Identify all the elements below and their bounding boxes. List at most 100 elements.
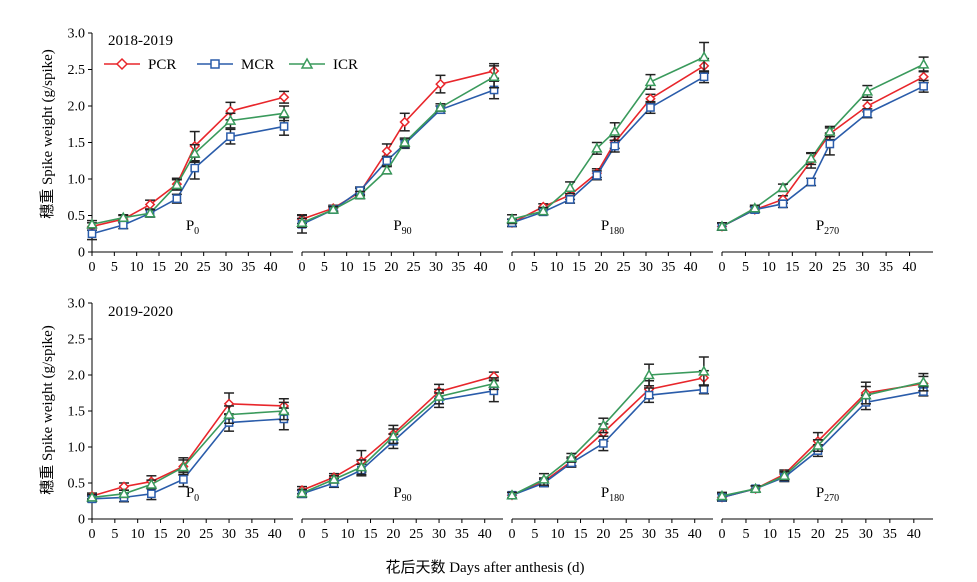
- row-label-bottom: 2019-2020: [108, 304, 173, 320]
- legend-label-pcr: PCR: [148, 57, 176, 73]
- x-tick-label: 20: [174, 260, 188, 275]
- series-pcr: [506, 369, 710, 501]
- y-tick-label: 3.0: [68, 27, 86, 42]
- x-tick-label: 15: [572, 260, 586, 275]
- x-tick-label: 20: [176, 527, 190, 542]
- x-tick-label: 30: [856, 260, 870, 275]
- legend-item-pcr: PCR: [104, 57, 176, 73]
- x-tick-label: 5: [111, 260, 118, 275]
- series-pcr: [86, 90, 290, 232]
- data-point-icr: [860, 389, 872, 400]
- x-tick-label: 5: [111, 527, 118, 542]
- data-point-pcr: [399, 116, 410, 128]
- series-line: [721, 76, 924, 228]
- series-icr: [506, 356, 710, 500]
- y-tick-label: 0: [78, 513, 85, 528]
- x-tick-label: 15: [154, 527, 168, 542]
- x-tick-label: 15: [364, 527, 378, 542]
- x-tick-label: 0: [719, 527, 726, 542]
- x-tick-label: 0: [89, 527, 96, 542]
- data-point-pcr: [278, 91, 290, 103]
- data-point-mcr: [825, 139, 835, 149]
- data-point-mcr: [565, 195, 575, 204]
- data-point-icr: [354, 189, 366, 200]
- y-tick-label: 1.5: [68, 405, 86, 420]
- data-point-mcr: [87, 229, 97, 239]
- y-tick-label: 0: [78, 246, 85, 261]
- series-line: [511, 377, 705, 496]
- data-point-pcr: [435, 78, 446, 90]
- data-point-mcr: [179, 475, 188, 484]
- x-tick-label: 40: [264, 260, 278, 275]
- y-tick-label: 1.0: [68, 173, 86, 188]
- data-point-icr: [537, 205, 550, 216]
- y-tick-label: 2.5: [68, 63, 86, 78]
- data-point-mcr: [778, 199, 788, 209]
- data-point-icr: [355, 461, 368, 472]
- series-mcr: [507, 70, 710, 228]
- y-tick-label: 1.0: [68, 441, 86, 456]
- data-point-mcr: [172, 194, 182, 204]
- series-mcr: [717, 79, 929, 231]
- x-tick-label: 35: [665, 527, 679, 542]
- panel-label: P270: [816, 218, 839, 237]
- series-icr: [716, 56, 930, 231]
- x-tick-label: 20: [384, 260, 398, 275]
- data-point-icr: [117, 211, 130, 222]
- series-line: [301, 375, 495, 491]
- y-tick-label: 2.0: [68, 100, 86, 115]
- panel-label: P180: [601, 218, 624, 237]
- x-tick-label: 0: [299, 527, 306, 542]
- data-point-icr: [812, 439, 824, 450]
- data-point-icr: [145, 478, 158, 489]
- data-point-icr: [597, 419, 610, 430]
- data-point-icr: [716, 489, 728, 501]
- data-point-icr: [643, 368, 655, 380]
- x-tick-label: 10: [550, 260, 564, 275]
- x-tick-label: 10: [763, 527, 777, 542]
- data-point-icr: [917, 58, 930, 69]
- x-tick-label: 5: [531, 260, 538, 275]
- x-tick-label: 30: [642, 527, 656, 542]
- y-tick-label: 0.5: [68, 209, 86, 224]
- series-icr: [86, 401, 290, 502]
- x-tick-label: 0: [299, 260, 306, 275]
- data-point-icr: [188, 147, 201, 158]
- x-tick-label: 40: [903, 260, 917, 275]
- panel-1-3: 0 5 10 15 20 25 30 35 40 P180: [506, 41, 713, 275]
- x-tick-label: 5: [742, 260, 749, 275]
- data-point-mcr: [610, 141, 620, 151]
- x-tick-label: 15: [574, 527, 588, 542]
- data-point-icr: [278, 404, 290, 416]
- panel-label: P180: [601, 485, 624, 504]
- series-icr: [716, 372, 930, 501]
- data-point-icr: [805, 152, 817, 163]
- panel-1-2: 0 5 10 15 20 25 30 35 40 P90: [296, 62, 503, 275]
- data-point-mcr: [592, 171, 602, 180]
- data-point-icr: [223, 408, 235, 419]
- x-tick-label: 30: [432, 527, 446, 542]
- data-point-icr: [824, 125, 836, 136]
- data-point-icr: [861, 85, 874, 96]
- series-line: [91, 402, 284, 497]
- x-tick-label: 35: [451, 260, 465, 275]
- x-tick-label: 35: [241, 260, 255, 275]
- x-tick-label: 40: [684, 260, 698, 275]
- data-point-mcr: [279, 122, 289, 131]
- data-point-icr: [488, 70, 500, 82]
- data-point-icr: [224, 114, 237, 125]
- y-tick-label: 0.5: [68, 477, 86, 492]
- data-point-icr: [698, 365, 710, 376]
- series-line: [91, 410, 284, 499]
- x-tick-label: 10: [762, 260, 776, 275]
- series-icr: [506, 41, 710, 225]
- data-point-mcr: [806, 177, 816, 187]
- panel-2-4: 0 5 10 15 20 25 30 35 40 P270: [716, 372, 933, 542]
- data-point-icr: [565, 451, 578, 463]
- data-point-icr: [398, 136, 411, 147]
- data-point-icr: [749, 202, 761, 213]
- x-tick-label: 10: [131, 527, 145, 542]
- series-line: [91, 112, 285, 226]
- y-tick-label: 3.0: [68, 297, 86, 312]
- x-tick-label: 30: [219, 260, 233, 275]
